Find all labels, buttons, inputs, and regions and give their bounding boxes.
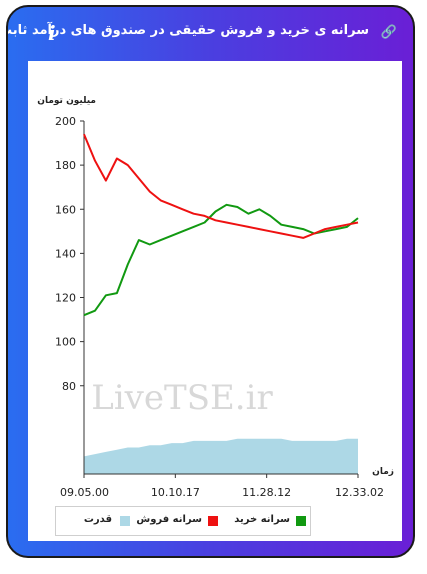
legend: سرانه خرید سرانه فروش قدرت (55, 506, 311, 536)
series-line-sell (83, 133, 359, 239)
x-tick-label: 12.33.02 (335, 486, 384, 499)
watermark: LiveTSE.ir (91, 378, 273, 418)
series-area-power (84, 438, 358, 474)
y-tick-label: 180 (55, 159, 76, 172)
chart-title: سرانه ی خرید و فروش حقیقی در صندوق های د… (6, 23, 369, 38)
y-tick-label: 100 (55, 336, 76, 349)
info-icon[interactable]: i (48, 21, 56, 45)
card-header: i سرانه ی خرید و فروش حقیقی در صندوق های… (8, 7, 413, 63)
legend-swatch-buy (296, 516, 306, 526)
legend-label-buy: سرانه خرید (234, 514, 290, 525)
x-axis-label: زمان (372, 467, 394, 477)
y-axis-label: میلیون تومان (37, 96, 96, 106)
legend-swatch-power (120, 516, 130, 526)
x-tick-label: 09.05.00 (60, 486, 109, 499)
legend-label-sell: سرانه فروش (136, 514, 202, 525)
link-icon[interactable]: 🔗 (380, 25, 397, 40)
chart-svg: میلیون تومان زمان LiveTSE.ir 80 100 120 140… (37, 96, 394, 499)
series-line-buy (83, 203, 359, 317)
y-tick-label: 120 (55, 292, 76, 305)
chart-panel: میلیون تومان زمان LiveTSE.ir 80 100 120 140… (28, 61, 402, 541)
legend-label-power: قدرت (83, 514, 112, 525)
x-tick-label: 11.28.12 (242, 486, 291, 499)
y-tick-label: 80 (62, 380, 76, 393)
x-tick-label: 10.10.17 (151, 486, 200, 499)
legend-swatch-sell (208, 516, 218, 526)
y-tick-label: 200 (55, 115, 76, 128)
chart-card: i سرانه ی خرید و فروش حقیقی در صندوق های… (6, 5, 415, 558)
y-tick-label: 160 (55, 203, 76, 216)
y-tick-label: 140 (55, 247, 76, 260)
